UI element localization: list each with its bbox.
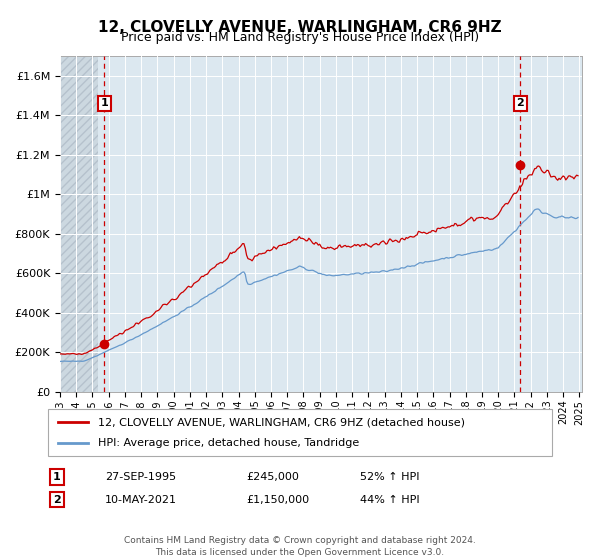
- Text: 1: 1: [101, 99, 108, 109]
- Text: 12, CLOVELLY AVENUE, WARLINGHAM, CR6 9HZ: 12, CLOVELLY AVENUE, WARLINGHAM, CR6 9HZ: [98, 20, 502, 35]
- Text: Contains HM Land Registry data © Crown copyright and database right 2024.
This d: Contains HM Land Registry data © Crown c…: [124, 536, 476, 557]
- Text: 44% ↑ HPI: 44% ↑ HPI: [360, 494, 419, 505]
- Text: 2: 2: [53, 494, 61, 505]
- FancyBboxPatch shape: [48, 409, 552, 456]
- Text: 27-SEP-1995: 27-SEP-1995: [105, 472, 176, 482]
- Text: 2: 2: [517, 99, 524, 109]
- Text: £1,150,000: £1,150,000: [246, 494, 309, 505]
- Text: 1: 1: [53, 472, 61, 482]
- Text: HPI: Average price, detached house, Tandridge: HPI: Average price, detached house, Tand…: [98, 438, 359, 448]
- Text: £245,000: £245,000: [246, 472, 299, 482]
- Text: 12, CLOVELLY AVENUE, WARLINGHAM, CR6 9HZ (detached house): 12, CLOVELLY AVENUE, WARLINGHAM, CR6 9HZ…: [98, 417, 466, 427]
- Text: Price paid vs. HM Land Registry's House Price Index (HPI): Price paid vs. HM Land Registry's House …: [121, 31, 479, 44]
- Bar: [60, 56, 98, 392]
- Text: 52% ↑ HPI: 52% ↑ HPI: [360, 472, 419, 482]
- Text: 10-MAY-2021: 10-MAY-2021: [105, 494, 177, 505]
